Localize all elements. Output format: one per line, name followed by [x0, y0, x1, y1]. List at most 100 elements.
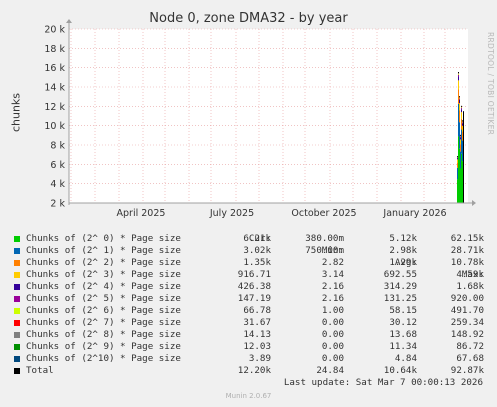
legend-max: 86.72 — [456, 341, 484, 352]
legend-swatch — [14, 368, 20, 374]
stack-segment — [458, 74, 459, 77]
legend-series-name: Chunks of (2^ 4) * Page size — [26, 281, 181, 292]
legend-min: 0.00 — [321, 341, 344, 352]
legend-min: 3.14 — [321, 269, 344, 280]
stack-segment — [459, 103, 460, 111]
legend-min: 1.00 — [321, 305, 344, 316]
stack-segment — [461, 153, 462, 203]
stack-segment — [462, 140, 463, 162]
header-max: Max: — [461, 269, 484, 280]
legend-row: Chunks of (2^ 0) * Page size 6.21k 380.00m… — [0, 233, 497, 245]
legend-swatch — [14, 344, 20, 350]
header-cur: Cur: — [248, 233, 271, 244]
legend-cur: 12.03 — [243, 341, 271, 352]
legend-avg: 2.98k — [389, 245, 417, 256]
legend-series-name: Chunks of (2^ 1) * Page size — [26, 245, 181, 256]
legend-avg: 131.25 — [383, 293, 417, 304]
stack-segment — [460, 168, 461, 203]
legend-row: Chunks of (2^ 7) * Page size 31.67 0.00 30.… — [0, 317, 497, 329]
legend-series-name: Chunks of (2^ 0) * Page size — [26, 233, 181, 244]
chart-title: Node 0, zone DMA32 - by year — [149, 11, 348, 26]
legend: Cur: Min: Avg: Max: Chunks of (2^ 0) * P… — [0, 221, 497, 377]
legend-cur: 426.38 — [237, 281, 271, 292]
y-axis-arrow — [66, 19, 72, 23]
legend-row: Chunks of (2^ 6) * Page size 66.78 1.00 58.… — [0, 305, 497, 317]
y-tick-label: 4 k — [50, 179, 65, 190]
stack-segment — [457, 157, 458, 158]
legend-header: Cur: Min: Avg: Max: — [0, 221, 497, 280]
stack-segment — [458, 80, 459, 90]
stack-segment — [462, 123, 463, 126]
legend-min: 0.00 — [321, 317, 344, 328]
legend-row: Chunks of (2^ 4) * Page size 426.38 2.16 31… — [0, 281, 497, 293]
legend-series-name: Chunks of (2^ 5) * Page size — [26, 293, 181, 304]
stack-segment — [460, 139, 461, 145]
y-tick-label: 2 k — [50, 199, 65, 210]
legend-swatch — [14, 320, 20, 326]
legend-cur: 6.21k — [243, 233, 271, 244]
legend-swatch — [14, 356, 20, 362]
x-tick-label: January 2026 — [382, 208, 446, 219]
total-line — [463, 111, 464, 203]
stack-segment — [457, 167, 458, 180]
stack-segment — [458, 89, 459, 104]
legend-series-name: Chunks of (2^10) * Page size — [26, 353, 181, 364]
legend-series-name: Chunks of (2^ 3) * Page size — [26, 269, 181, 280]
legend-max: 491.70 — [450, 305, 484, 316]
stack-segment — [459, 148, 460, 203]
total-point — [461, 105, 462, 107]
stack-segment — [457, 157, 458, 160]
stack-segment — [458, 103, 459, 137]
legend-avg: 692.55 — [383, 269, 417, 280]
y-tick-label: 12 k — [44, 102, 65, 113]
legend-row: Chunks of (2^ 1) * Page size 3.02k 750.00m… — [0, 245, 497, 257]
stack-segment — [460, 144, 461, 152]
legend-avg: 4.84 — [394, 353, 417, 364]
legend-max: 920.00 — [450, 293, 484, 304]
legend-avg: 11.34 — [389, 341, 417, 352]
legend-max: 148.92 — [450, 329, 484, 340]
legend-row: Chunks of (2^ 8) * Page size 14.13 0.00 13.… — [0, 329, 497, 341]
y-tick-label: 16 k — [44, 63, 65, 74]
legend-cur: 916.71 — [237, 269, 271, 280]
stack-segment — [457, 179, 458, 203]
legend-cur: 14.13 — [243, 329, 271, 340]
legend-row: Chunks of (2^ 5) * Page size 147.19 2.16 13… — [0, 293, 497, 305]
y-tick-label: 20 k — [44, 25, 65, 36]
legend-row: Chunks of (2^ 2) * Page size 1.35k 2.82 1.2… — [0, 257, 497, 269]
legend-max: 28.71k — [450, 245, 484, 256]
legend-avg: 30.12 — [389, 317, 417, 328]
legend-series-name: Total — [26, 365, 54, 376]
legend-avg: 1.29k — [389, 257, 417, 268]
chart-plot: 2 k 4 k 6 k 8 k 10 k 12 k 14 k 16 k 18 k 20 k Apri… — [44, 19, 476, 219]
legend-row: Chunks of (2^ 3) * Page size 916.71 3.14 69… — [0, 269, 497, 281]
legend-avg: 5.12k — [389, 233, 417, 244]
legend-max: 92.87k — [450, 365, 484, 376]
legend-cur: 66.78 — [243, 305, 271, 316]
stack-segment — [458, 76, 459, 81]
x-axis-arrow — [472, 200, 476, 206]
legend-series-name: Chunks of (2^ 7) * Page size — [26, 317, 181, 328]
stack-segment — [460, 151, 461, 169]
legend-cur: 147.19 — [237, 293, 271, 304]
legend-swatch — [14, 332, 20, 338]
total-point — [459, 96, 460, 98]
legend-min: 0.00 — [321, 329, 344, 340]
total-point — [462, 120, 463, 122]
stack-segment — [458, 136, 459, 203]
legend-swatch — [14, 260, 20, 266]
stack-segment — [462, 125, 463, 132]
stack-segment — [458, 74, 459, 75]
stack-segment — [460, 137, 461, 140]
stack-segment — [462, 131, 463, 141]
header-min: Min: — [321, 245, 344, 256]
legend-max: 4.59k — [456, 269, 484, 280]
stack-segment — [461, 112, 462, 119]
x-tick-label: July 2025 — [209, 208, 254, 219]
legend-row: Chunks of (2^ 9) * Page size 12.03 0.00 11.… — [0, 341, 497, 353]
total-point — [460, 134, 461, 136]
y-tick-label: 14 k — [44, 83, 65, 94]
total-point — [457, 156, 458, 158]
legend-swatch — [14, 248, 20, 254]
legend-series-name: Chunks of (2^ 2) * Page size — [26, 257, 181, 268]
